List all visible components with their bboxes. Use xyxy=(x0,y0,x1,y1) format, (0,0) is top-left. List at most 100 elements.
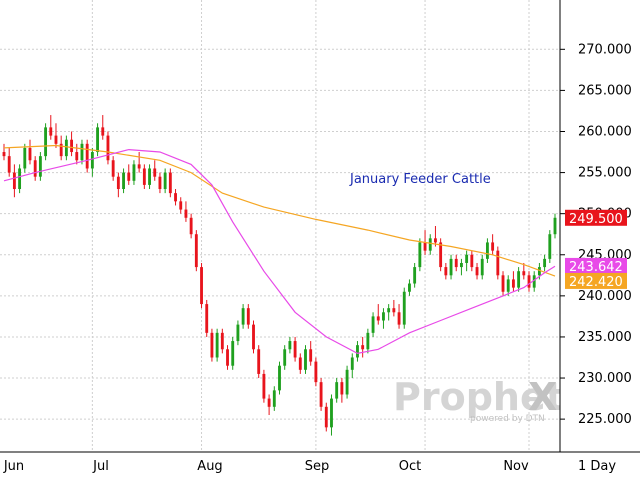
candle-body xyxy=(18,168,22,190)
candle-body xyxy=(12,172,16,190)
candle-body xyxy=(470,254,474,268)
candle-body xyxy=(428,238,432,251)
candle-body xyxy=(90,152,94,169)
candle-body xyxy=(137,164,141,169)
candle-body xyxy=(309,349,313,362)
price-label-0: 249.500 xyxy=(569,212,623,227)
y-tick-label: 225.000 xyxy=(578,412,632,427)
watermark-brand-a: Prophet xyxy=(393,375,564,419)
candle-body xyxy=(241,308,245,325)
candle-body xyxy=(402,291,406,325)
candle-body xyxy=(423,242,427,251)
candle-body xyxy=(174,193,177,202)
price-label-0-bg xyxy=(565,209,627,226)
candle-body xyxy=(366,332,370,350)
candle-body xyxy=(252,324,255,350)
candle-body xyxy=(501,275,505,292)
candle-body xyxy=(543,258,547,268)
candle-body xyxy=(33,160,37,177)
candle-body xyxy=(298,357,302,370)
candle-body xyxy=(38,156,42,177)
candle-body xyxy=(293,341,297,358)
x-axis-panel xyxy=(0,452,640,480)
candle-body xyxy=(28,147,32,161)
candle-body xyxy=(257,349,261,374)
candle-body xyxy=(194,234,198,268)
prophetx-watermark: Prophet X powered by DTN xyxy=(393,375,564,424)
candle-body xyxy=(532,275,536,288)
candle-body xyxy=(59,143,63,157)
candle-body xyxy=(168,172,172,194)
candle-body xyxy=(356,345,359,358)
candle-body xyxy=(278,365,281,391)
candle-body xyxy=(517,271,521,288)
candle-body xyxy=(345,369,349,395)
candle-body xyxy=(215,332,219,358)
price-label-1: 243.642 xyxy=(569,260,623,275)
candle-body xyxy=(49,127,53,136)
candle-body xyxy=(382,312,385,321)
candle-body xyxy=(142,168,146,185)
candle-body xyxy=(376,316,380,321)
candle-body xyxy=(319,382,323,407)
candle-body xyxy=(548,234,552,259)
candle-body xyxy=(314,361,318,383)
candle-body xyxy=(7,156,11,173)
candle-body xyxy=(158,176,162,190)
candle-body xyxy=(220,332,224,350)
y-tick-label: 235.000 xyxy=(578,330,632,345)
candle-body xyxy=(163,172,167,190)
y-tick-label: 230.000 xyxy=(578,371,632,386)
candle-body xyxy=(116,176,120,190)
candle-body xyxy=(522,271,526,276)
candle-body xyxy=(439,242,443,268)
candle-body xyxy=(210,332,214,358)
candle-body xyxy=(101,127,105,136)
candle-body xyxy=(96,127,99,153)
candle-body xyxy=(460,262,463,268)
candle-body xyxy=(132,164,136,181)
candle-body xyxy=(200,267,203,305)
x-tick-label: Sep xyxy=(305,459,330,474)
watermark-sub: powered by DTN xyxy=(470,414,545,424)
candle-body xyxy=(397,312,401,325)
x-tick-label: Nov xyxy=(503,459,529,474)
candle-body xyxy=(75,152,79,161)
candle-body xyxy=(511,279,515,288)
candle-body xyxy=(127,172,131,181)
candle-body xyxy=(231,341,235,366)
candle-body xyxy=(480,258,484,276)
candle-body xyxy=(444,267,448,276)
y-tick-label: 265.000 xyxy=(578,83,632,98)
candle-body xyxy=(335,382,339,399)
candle-body xyxy=(491,242,495,251)
candle-body xyxy=(226,349,229,366)
candle-body xyxy=(392,308,396,313)
candle-body xyxy=(350,357,354,370)
candle-body xyxy=(189,217,193,235)
price-label-1-bg xyxy=(565,257,627,274)
candle-body xyxy=(111,160,115,177)
candle-body xyxy=(465,254,469,263)
x-tick-label: Jul xyxy=(92,459,109,474)
candle-body xyxy=(537,267,541,276)
candle-body xyxy=(122,172,125,190)
candle-body xyxy=(246,308,250,325)
ma-slow-line xyxy=(3,144,556,277)
x-tick-label: Aug xyxy=(197,459,222,474)
candle-body xyxy=(330,398,333,428)
candle-body xyxy=(340,382,344,395)
candle-body xyxy=(85,143,89,169)
period-label: 1 Day xyxy=(578,459,616,474)
candle-body xyxy=(324,406,328,428)
candle-body xyxy=(148,168,151,185)
candle-body xyxy=(70,139,74,153)
watermark-brand-b: X xyxy=(528,375,557,419)
candle-body xyxy=(267,398,271,407)
candle-body xyxy=(153,168,157,177)
ma-fast-line xyxy=(3,148,556,355)
candle-body xyxy=(361,345,365,350)
candles xyxy=(2,115,557,436)
